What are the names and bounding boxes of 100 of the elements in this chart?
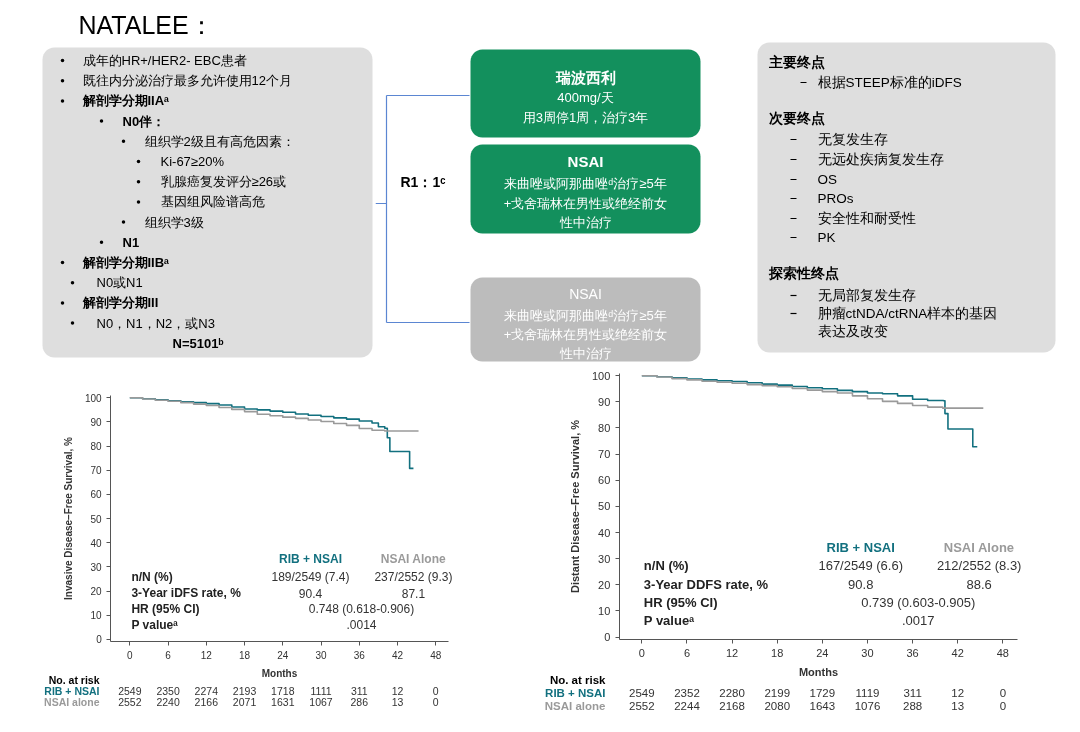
text: 解剖学分期IIBᵃ: [81, 255, 170, 270]
y-tick-label: 100: [591, 369, 611, 382]
text: N0伴：: [122, 113, 166, 129]
y-tick-label: 10: [598, 604, 611, 617]
text: NSAI: [567, 153, 604, 170]
text: 无远处疾病复发生存: [817, 152, 944, 167]
y-axis-title: Distant Disease–Free Survival, %: [569, 419, 582, 594]
text: 1718: [271, 684, 295, 697]
text: PROs: [817, 191, 854, 206]
y-tick-label: 0: [604, 631, 611, 644]
x-tick-label: 30: [861, 646, 874, 659]
text: 2274: [194, 684, 219, 697]
y-tick-label: 80: [598, 421, 611, 434]
text: RIB + NSAI: [545, 686, 606, 699]
annotation: P valueᵃ: [131, 617, 179, 632]
annotation: HR (95% CI): [643, 595, 718, 611]
y-tick-label: 50: [90, 513, 103, 525]
text: 2071: [232, 695, 257, 708]
text: 0: [999, 699, 1007, 712]
annotation: 88.6: [966, 577, 992, 593]
y-tick-label: 10: [90, 610, 103, 622]
text: N0或N1: [96, 275, 143, 291]
text: 基因组风险谱高危: [160, 194, 265, 210]
y-tick-label: 60: [598, 474, 611, 487]
x-axis-title: Months: [261, 667, 298, 679]
text: 1729: [809, 686, 836, 699]
text: 肿瘤ctNDA/ctRNA样本的基因: [817, 306, 998, 321]
text: NATALEE：: [78, 10, 214, 39]
text: 2240: [156, 695, 180, 708]
text: 12: [951, 686, 965, 699]
annotation: 3-Year iDFS rate, %: [131, 586, 242, 601]
text: 1111: [310, 684, 332, 697]
annotation: HR (95% CI): [131, 601, 200, 616]
annotation: .0017: [901, 613, 935, 629]
text: 解剖学分期III: [81, 295, 159, 311]
text: NSAI alone: [44, 695, 100, 708]
x-tick-label: 36: [906, 646, 919, 659]
text: RIB + NSAI: [44, 684, 100, 697]
y-tick-label: 70: [90, 465, 103, 477]
text: 1067: [309, 695, 333, 708]
text: 次要终点: [768, 111, 825, 126]
text: NSAI alone: [544, 699, 606, 712]
text: 组织学2级且有高危因素：: [144, 133, 295, 149]
text: 311: [903, 686, 922, 699]
text: NSAI: [569, 285, 602, 302]
annotation: .0014: [346, 618, 377, 632]
annotation: RIB + NSAI: [826, 540, 895, 556]
text: 2552: [118, 695, 142, 708]
text: 288: [903, 699, 923, 712]
y-tick-label: 20: [598, 578, 611, 591]
x-tick-label: 24: [277, 649, 289, 661]
y-tick-label: 80: [90, 441, 103, 453]
text: 来曲唑或阿那曲唑ᵈ治疗≥5年: [504, 176, 667, 191]
text: 性中治疗: [558, 215, 612, 230]
text: +戈舍瑞林在男性或绝经前女: [503, 196, 668, 211]
text: 性中治疗: [558, 346, 612, 361]
text: 成年的HR+/HER2- EBC患者: [82, 53, 247, 68]
text: 12: [391, 684, 404, 697]
text: 0: [432, 684, 439, 697]
x-tick-label: 6: [683, 646, 691, 659]
annotation: P valueᵃ: [643, 613, 695, 629]
text: 表达及改变: [817, 324, 888, 339]
text: 311: [350, 684, 368, 697]
text: 2549: [118, 684, 142, 697]
annotation: 3-Year DDFS rate, %: [643, 577, 769, 593]
x-tick-label: 36: [353, 649, 366, 661]
text: 2280: [719, 686, 745, 699]
x-tick-label: 6: [165, 649, 172, 661]
annotation: RIB + NSAI: [279, 551, 343, 566]
x-tick-label: 12: [725, 646, 739, 659]
text: 400mg/天: [557, 90, 614, 105]
y-tick-label: 90: [598, 395, 611, 408]
text: 瑞波西利: [554, 69, 616, 86]
text: 13: [391, 695, 404, 708]
y-tick-label: 20: [90, 586, 103, 598]
text: No. at risk: [549, 674, 607, 687]
annotation: 212/2552 (8.3): [936, 558, 1022, 574]
text: 用3周停1周，治疗3年: [522, 110, 649, 125]
text: 安全性和耐受性: [817, 211, 916, 226]
text: 无局部复发生存: [817, 288, 916, 303]
annotation: 0.748 (0.618-0.906): [308, 601, 415, 616]
y-tick-label: 70: [598, 448, 611, 461]
text: OS: [817, 172, 838, 187]
text: 2552: [629, 699, 655, 712]
text: R1：1ᶜ: [400, 173, 446, 190]
text: 2168: [719, 699, 745, 712]
text: 解剖学分期IIAᵃ: [81, 93, 170, 109]
x-tick-label: 0: [127, 649, 134, 661]
text: 286: [350, 695, 369, 708]
x-tick-label: 18: [771, 646, 784, 659]
y-tick-label: 50: [598, 500, 611, 513]
text: 2080: [764, 699, 791, 712]
text: No. at risk: [48, 673, 100, 686]
text: Ki-67≥20%: [160, 154, 225, 169]
text: 1631: [271, 695, 295, 708]
text: 0: [432, 695, 439, 708]
x-tick-label: 18: [238, 649, 251, 661]
annotation: 90.4: [298, 586, 323, 601]
x-tick-label: 30: [315, 649, 328, 661]
x-tick-label: 24: [816, 646, 829, 659]
